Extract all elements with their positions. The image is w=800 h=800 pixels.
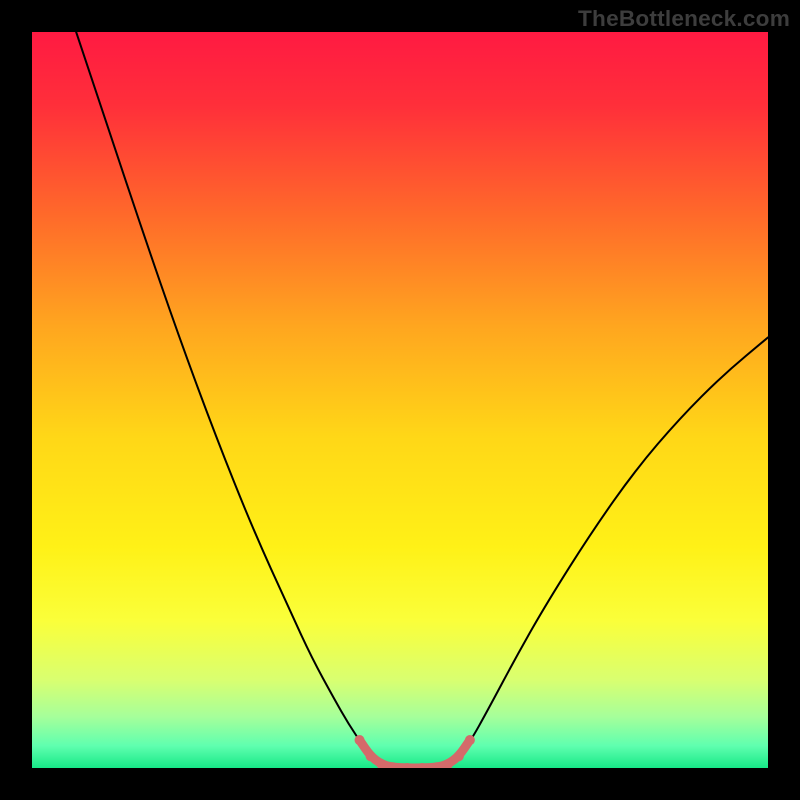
highlight-dot xyxy=(355,735,365,745)
bottleneck-chart xyxy=(32,32,768,768)
highlight-dot xyxy=(366,751,376,761)
chart-frame: TheBottleneck.com xyxy=(0,0,800,800)
highlight-dot xyxy=(465,735,475,745)
watermark-text: TheBottleneck.com xyxy=(578,6,790,32)
chart-background xyxy=(32,32,768,768)
highlight-dot xyxy=(454,751,464,761)
